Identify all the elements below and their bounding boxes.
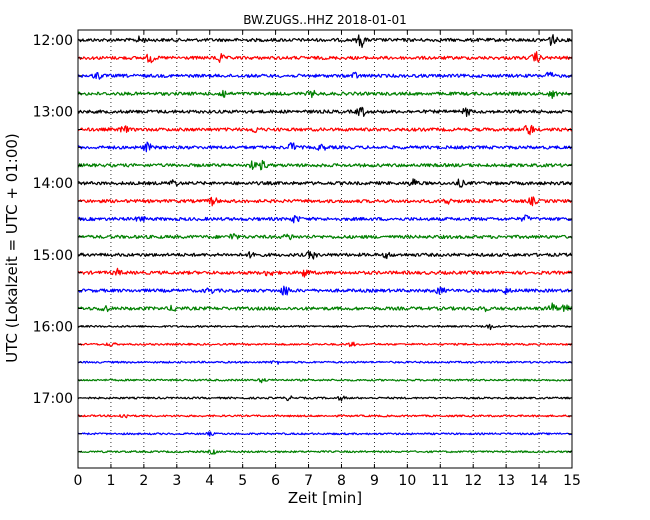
trace-line bbox=[77, 196, 573, 207]
x-tick-label: 0 bbox=[74, 473, 83, 489]
trace-line bbox=[77, 34, 573, 48]
trace-line bbox=[77, 51, 573, 64]
trace-line bbox=[77, 178, 573, 188]
x-tick-label: 13 bbox=[497, 473, 515, 489]
x-tick-label: 12 bbox=[464, 473, 482, 489]
trace-line bbox=[77, 341, 573, 348]
trace-line bbox=[77, 106, 573, 118]
x-tick-label: 6 bbox=[271, 473, 280, 489]
x-tick-label: 15 bbox=[563, 473, 581, 489]
trace-line bbox=[77, 413, 573, 419]
plot-frame bbox=[77, 29, 573, 469]
x-tick-label: 7 bbox=[304, 473, 313, 489]
x-tick-label: 5 bbox=[238, 473, 247, 489]
trace-line bbox=[77, 124, 573, 136]
tick-layer bbox=[77, 30, 573, 468]
y-tick-label: 12:00 bbox=[33, 33, 73, 49]
trace-line bbox=[77, 71, 573, 80]
y-tick-label: 17:00 bbox=[33, 391, 73, 407]
x-tick-label: 11 bbox=[431, 473, 449, 489]
trace-line bbox=[77, 302, 573, 313]
trace-line bbox=[77, 360, 573, 365]
trace-line bbox=[77, 378, 573, 384]
x-tick-label: 3 bbox=[172, 473, 181, 489]
trace-line bbox=[77, 141, 573, 153]
y-tick-labels: 12:00 13:00 14:00 15:00 16:00 17:00 bbox=[33, 33, 73, 407]
x-tick-label: 1 bbox=[106, 473, 115, 489]
trace-line bbox=[77, 233, 573, 241]
trace-line bbox=[77, 89, 573, 100]
trace-layer bbox=[77, 34, 573, 455]
x-tick-label: 9 bbox=[370, 473, 379, 489]
x-tick-label: 8 bbox=[337, 473, 346, 489]
trace-line bbox=[77, 395, 573, 402]
x-tick-labels: 0 1 2 3 4 5 6 7 8 9 10 11 12 13 14 15 bbox=[74, 473, 581, 489]
trace-line bbox=[77, 159, 573, 171]
x-tick-label: 10 bbox=[398, 473, 416, 489]
trace-line bbox=[77, 214, 573, 224]
chart-title: BW.ZUGS..HHZ 2018-01-01 bbox=[243, 13, 406, 27]
trace-line bbox=[77, 431, 573, 437]
trace-line bbox=[77, 285, 573, 296]
y-tick-label: 14:00 bbox=[33, 176, 73, 192]
trace-line bbox=[77, 449, 573, 455]
x-tick-label: 2 bbox=[139, 473, 148, 489]
x-tick-label: 4 bbox=[205, 473, 214, 489]
y-tick-label: 15:00 bbox=[33, 248, 73, 264]
y-tick-label: 16:00 bbox=[33, 319, 73, 335]
trace-line bbox=[77, 267, 573, 278]
trace-line bbox=[77, 323, 573, 331]
y-tick-label: 13:00 bbox=[33, 105, 73, 121]
y-axis-label: UTC (Lokalzeit = UTC + 01:00) bbox=[3, 133, 21, 363]
trace-line bbox=[77, 251, 573, 260]
x-tick-label: 14 bbox=[530, 473, 548, 489]
x-axis-label: Zeit [min] bbox=[288, 489, 362, 507]
